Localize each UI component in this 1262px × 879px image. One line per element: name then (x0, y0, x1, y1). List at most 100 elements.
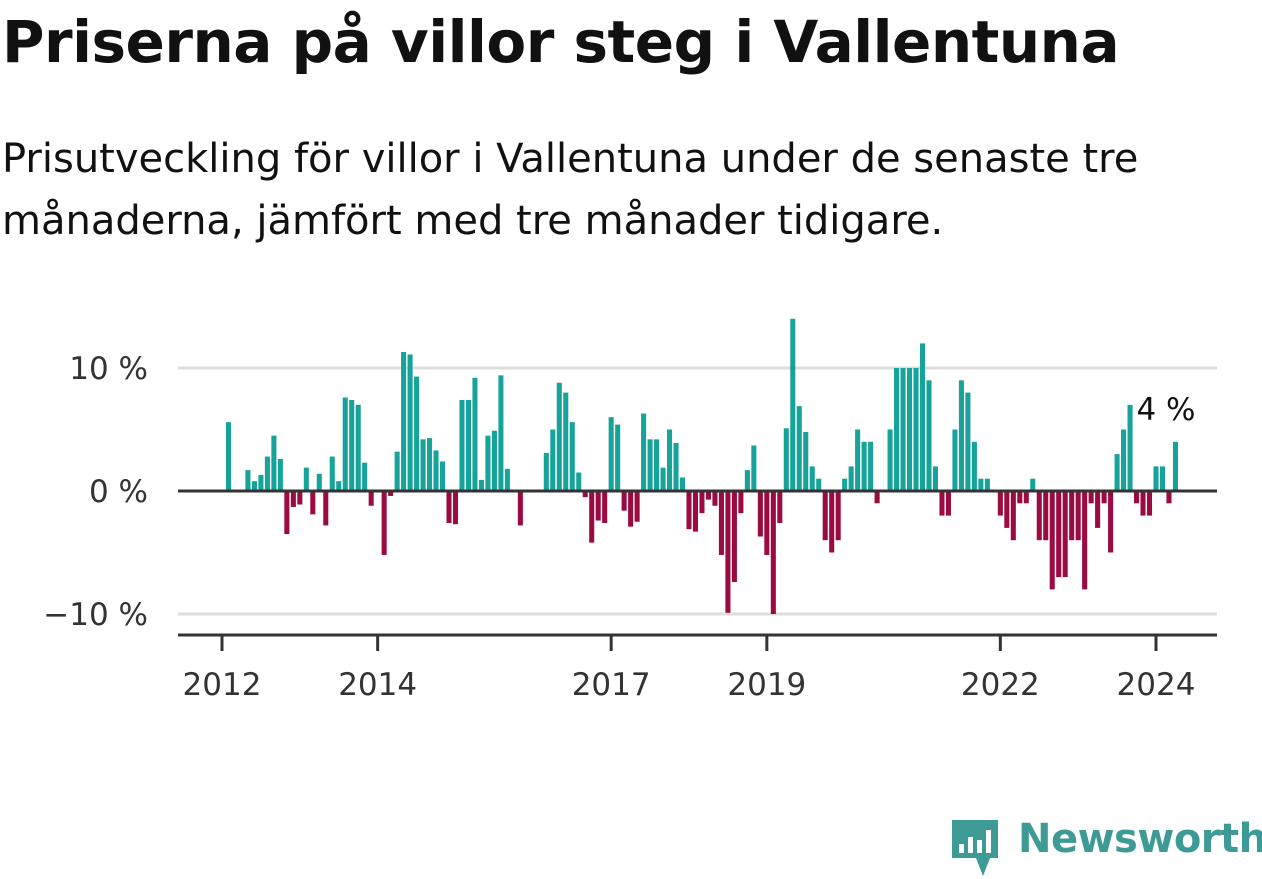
x-tick-label: 2017 (572, 667, 651, 703)
bar (414, 376, 420, 491)
bar (738, 491, 744, 514)
bar (654, 439, 660, 491)
bar (634, 491, 640, 522)
bar (887, 429, 893, 491)
x-tick-label: 2019 (727, 667, 806, 703)
bar (1010, 491, 1016, 541)
bar (440, 461, 446, 491)
bar (1146, 491, 1153, 516)
bar (868, 441, 874, 491)
bar (628, 491, 634, 527)
bar (342, 397, 348, 491)
bar (1030, 478, 1036, 491)
bar (569, 422, 575, 491)
bar (699, 491, 705, 514)
bar (517, 491, 523, 526)
bar (744, 470, 750, 491)
bar (394, 451, 400, 491)
bar (381, 491, 387, 555)
bar (1069, 491, 1075, 541)
bar (1140, 491, 1146, 516)
bar (926, 380, 932, 491)
x-tick-label: 2012 (183, 667, 262, 703)
bar (796, 406, 802, 491)
bar (556, 382, 562, 491)
bar (433, 450, 439, 491)
bar (264, 456, 270, 491)
bar (816, 478, 822, 491)
bar (1017, 491, 1023, 504)
bar (1172, 441, 1178, 491)
bar (290, 491, 296, 507)
y-axis-ticks: 10 % 0 % −10 % (43, 351, 148, 633)
bar (582, 491, 588, 498)
bar (647, 439, 653, 491)
bar (1088, 491, 1094, 504)
bar (809, 466, 815, 491)
newsworthy-logo-icon (952, 820, 998, 876)
bar (498, 375, 504, 491)
bar (407, 354, 413, 491)
bar (362, 462, 368, 491)
bar (303, 467, 309, 491)
bar (751, 445, 757, 491)
bar (329, 456, 335, 491)
bar (602, 491, 608, 523)
bar (848, 466, 854, 491)
bar (790, 318, 796, 491)
bar (401, 352, 407, 491)
bar (621, 491, 627, 511)
bar (271, 435, 277, 491)
bar (420, 439, 426, 491)
bar (861, 441, 867, 491)
bar (692, 491, 699, 532)
bar (277, 459, 283, 491)
bar (1101, 491, 1107, 504)
bar (543, 452, 549, 491)
bar (712, 491, 718, 506)
bar (907, 368, 913, 491)
bar (965, 392, 971, 491)
bar (913, 368, 919, 491)
y-tick-label: 10 % (69, 351, 148, 387)
bar (1082, 491, 1088, 590)
bar (829, 491, 835, 553)
bar (718, 491, 724, 555)
bar (842, 478, 848, 491)
y-tick-label: 0 % (89, 474, 148, 510)
bar (1108, 491, 1114, 553)
bar (336, 481, 342, 491)
bar (900, 368, 906, 491)
bar (1075, 491, 1081, 541)
bar (245, 470, 251, 491)
bar (368, 491, 374, 506)
bar (777, 491, 783, 523)
bar (1049, 491, 1055, 590)
bar (1095, 491, 1101, 528)
bar (978, 478, 984, 491)
bar (855, 429, 861, 491)
bar (835, 491, 841, 541)
bar (251, 481, 257, 491)
bar (452, 491, 459, 525)
bar (485, 435, 491, 491)
bar (667, 429, 673, 491)
bar (225, 422, 232, 491)
bar (608, 417, 614, 491)
bar (997, 491, 1003, 516)
bar (803, 431, 809, 491)
bar (478, 479, 484, 491)
bar (725, 491, 731, 613)
bar (686, 491, 692, 530)
bar (673, 443, 679, 491)
bar (984, 478, 990, 491)
chart-title: Priserna på villor steg i Vallentuna (2, 8, 1120, 76)
bar (757, 491, 763, 537)
bar (491, 430, 497, 491)
bar (1036, 491, 1042, 541)
bar (1056, 491, 1062, 578)
bar (770, 491, 776, 614)
bar (563, 392, 569, 491)
bar (459, 399, 465, 491)
